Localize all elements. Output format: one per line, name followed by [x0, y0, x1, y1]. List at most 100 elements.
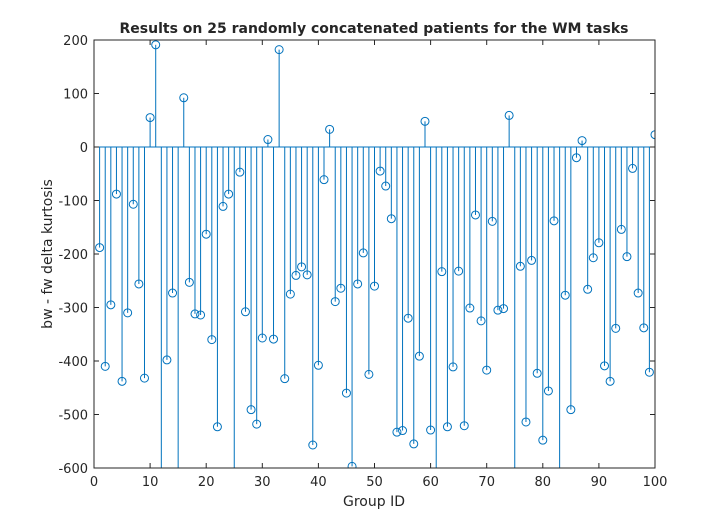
x-tick-label: 100 [643, 475, 668, 490]
stem-marker [470, 210, 480, 220]
x-tick-label: 40 [310, 475, 327, 490]
stem-marker [611, 323, 621, 333]
stem-marker [196, 310, 206, 320]
stem-marker [420, 116, 430, 126]
y-tick-label: 200 [63, 34, 88, 49]
y-tick-label: -600 [58, 462, 88, 477]
x-tick-label: 0 [90, 475, 98, 490]
stem-marker [134, 279, 144, 289]
stem-marker [179, 93, 189, 103]
stem-marker [487, 216, 497, 226]
stem-marker [302, 270, 312, 280]
stem-marker [257, 333, 267, 343]
stem-marker [538, 435, 548, 445]
stem-marker [588, 253, 598, 263]
stem-marker [341, 388, 351, 398]
stem-marker [493, 305, 503, 315]
stem-marker [392, 427, 402, 437]
stem-marker [482, 365, 492, 375]
stem-marker [139, 373, 149, 383]
stem-marker [566, 405, 576, 415]
stem-marker [465, 303, 475, 313]
stem-marker [628, 163, 638, 173]
stem-marker [476, 316, 486, 326]
y-tick-label: -300 [58, 302, 88, 317]
stem-marker [571, 153, 581, 163]
stem-marker [246, 405, 256, 415]
stem-marker [263, 135, 273, 145]
y-tick-label: 0 [80, 141, 88, 156]
stem-marker [442, 422, 452, 432]
stem-marker [639, 323, 649, 333]
stem-marker [358, 248, 368, 258]
y-axis-label: bw - fw delta kurtosis [40, 179, 56, 329]
stem-marker [577, 136, 587, 146]
x-tick-label: 30 [254, 475, 271, 490]
stem-marker [414, 351, 424, 361]
stem-marker [151, 40, 161, 50]
x-tick-label: 90 [591, 475, 608, 490]
stem-marker [459, 421, 469, 431]
stem-marker [111, 189, 121, 199]
stem-marker [398, 426, 408, 436]
stem-marker [117, 376, 127, 386]
stem-marker [386, 214, 396, 224]
stem-marker [252, 419, 262, 429]
stem-marker [600, 361, 610, 371]
stem-marker [128, 199, 138, 209]
stem-marker [218, 201, 228, 211]
stem-marker [291, 270, 301, 280]
stem-marker [100, 361, 110, 371]
stem-marker [269, 334, 279, 344]
stem-marker [297, 262, 307, 272]
y-tick-label: -500 [58, 409, 88, 424]
stem-marker [560, 290, 570, 300]
stem-marker [330, 297, 340, 307]
stem-marker [207, 335, 217, 345]
x-tick-label: 70 [478, 475, 495, 490]
stem-marker [381, 181, 391, 191]
stem-marker [123, 308, 133, 318]
stem-marker [532, 368, 542, 378]
stem-marker [426, 425, 436, 435]
stem-marker [644, 367, 654, 377]
stem-marker [616, 224, 626, 234]
stem-marker [145, 113, 155, 123]
stem-marker [280, 374, 290, 384]
y-tick-label: -400 [58, 355, 88, 370]
stem-marker [515, 261, 525, 271]
stem-marker [162, 355, 172, 365]
stem-marker [549, 216, 559, 226]
stem-marker [347, 461, 357, 468]
stem-marker [650, 130, 655, 140]
x-tick-label: 60 [422, 475, 439, 490]
stem-marker [543, 386, 553, 396]
stem-marker [594, 238, 604, 248]
stem-marker [168, 288, 178, 298]
x-tick-label: 50 [366, 475, 383, 490]
stem-marker [622, 252, 632, 262]
y-tick-label: -200 [58, 248, 88, 263]
stem-marker [95, 243, 105, 253]
stem-marker [499, 304, 509, 314]
stem-marker [184, 277, 194, 287]
stem-marker [437, 267, 447, 277]
stem-marker [224, 189, 234, 199]
stem-marker [364, 369, 374, 379]
stem-marker [583, 284, 593, 294]
stem-marker [521, 417, 531, 427]
stem-marker [605, 376, 615, 386]
y-tick-label: -100 [58, 195, 88, 210]
stem-marker [313, 360, 323, 370]
stem-marker [409, 439, 419, 449]
stem-marker [403, 313, 413, 323]
stem-marker [235, 167, 245, 177]
stem-marker [240, 307, 250, 317]
stem-marker [325, 124, 335, 134]
stem-marker [633, 288, 643, 298]
stem-marker [285, 289, 295, 299]
x-axis-label: Group ID [343, 494, 405, 510]
stem-marker [201, 229, 211, 239]
stem-marker [274, 45, 284, 55]
